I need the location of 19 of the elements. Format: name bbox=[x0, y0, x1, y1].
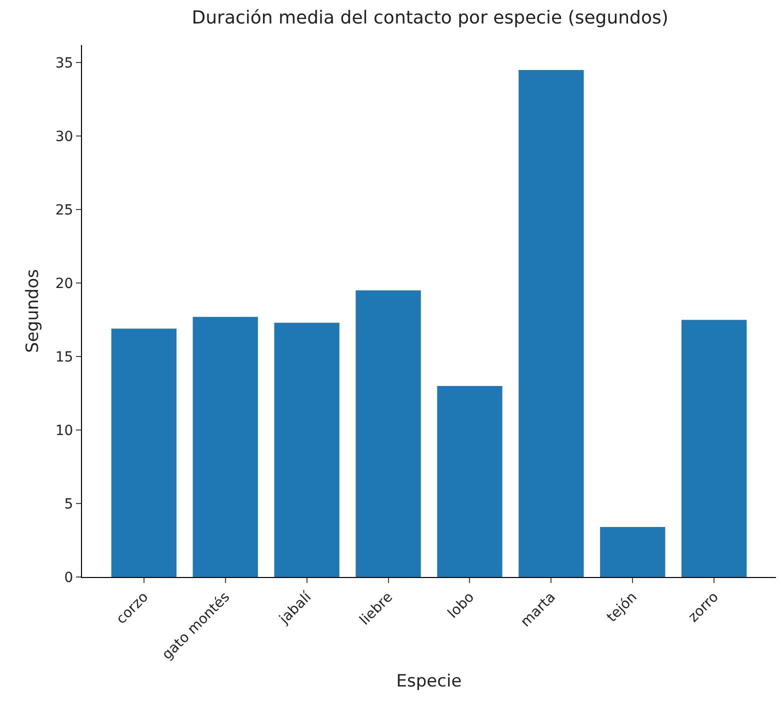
y-tick-label: 20 bbox=[55, 276, 74, 292]
bar bbox=[192, 316, 258, 577]
y-tick-label: 30 bbox=[55, 129, 74, 146]
y-tick-label: 10 bbox=[55, 422, 74, 439]
y-tick-label: 0 bbox=[64, 570, 74, 586]
chart-title: Duración media del contacto por especie (segundos) bbox=[192, 7, 668, 28]
bar bbox=[274, 322, 340, 577]
y-axis-title: Segundos bbox=[23, 269, 43, 353]
bar bbox=[682, 320, 747, 577]
y-tick-label: 15 bbox=[55, 349, 74, 366]
bar bbox=[356, 290, 421, 577]
y-tick-label: 25 bbox=[55, 202, 74, 218]
bar bbox=[518, 70, 584, 577]
y-tick-label: 5 bbox=[64, 496, 74, 512]
bar bbox=[437, 386, 502, 577]
y-tick-label: 35 bbox=[55, 56, 74, 72]
x-axis-title: Especie bbox=[396, 672, 462, 692]
bar bbox=[600, 527, 666, 577]
bar bbox=[111, 328, 176, 577]
